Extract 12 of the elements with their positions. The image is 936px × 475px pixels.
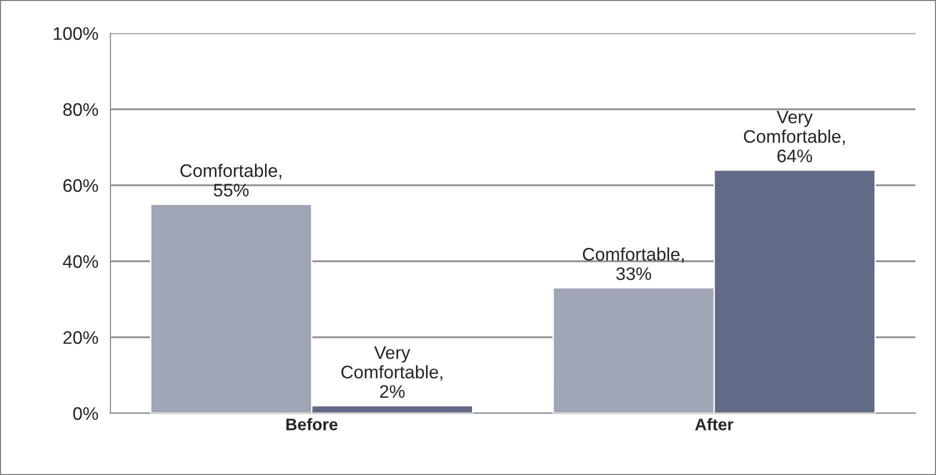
y-tick-label: 100% bbox=[54, 27, 98, 40]
x-tick-label: After bbox=[695, 418, 734, 430]
y-tick-label: 80% bbox=[63, 103, 98, 116]
data-label: Comfortable, 33% bbox=[582, 247, 684, 280]
x-tick-label: Before bbox=[286, 418, 338, 430]
data-label: Very Comfortable, 64% bbox=[744, 110, 845, 162]
y-tick-label: 0% bbox=[73, 407, 98, 420]
y-tick-label: 20% bbox=[63, 331, 98, 344]
y-tick-label: 60% bbox=[63, 179, 98, 192]
data-label: Comfortable, 55% bbox=[180, 164, 282, 197]
data-label: Very Comfortable, 2% bbox=[341, 346, 442, 398]
y-tick-label: 40% bbox=[62, 255, 98, 268]
